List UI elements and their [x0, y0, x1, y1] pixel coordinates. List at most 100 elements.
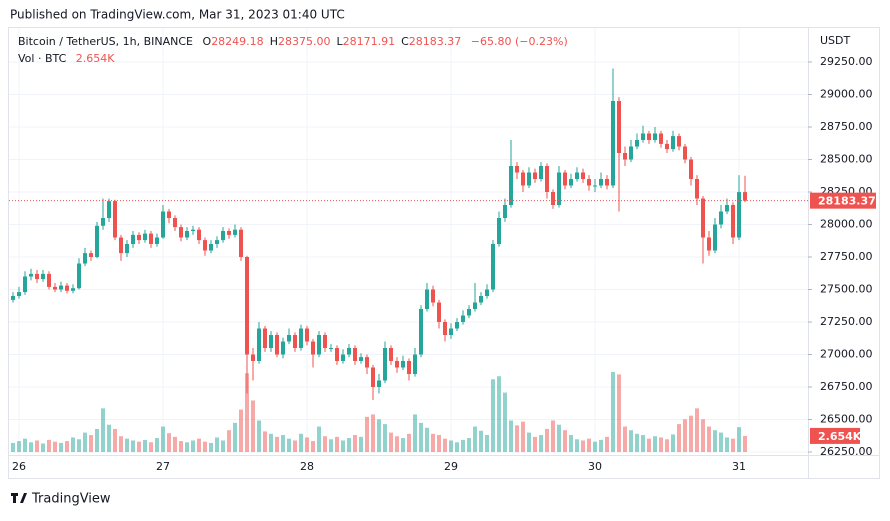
volume-bar	[695, 408, 699, 452]
volume-bar	[119, 436, 123, 452]
volume-bar	[143, 439, 147, 452]
candle-body	[533, 172, 537, 179]
volume-bar	[683, 419, 687, 452]
candle-body	[29, 273, 33, 277]
volume-bar	[323, 436, 327, 452]
volume-bar	[527, 432, 531, 452]
candle-body	[719, 211, 723, 225]
candle-body	[311, 341, 315, 355]
volume-bar	[731, 438, 735, 452]
volume-bar	[449, 440, 453, 452]
candle-body	[683, 146, 687, 160]
candle-body	[443, 322, 447, 335]
candle-body	[371, 367, 375, 387]
candle-body	[725, 205, 729, 212]
candle-body	[545, 166, 549, 192]
y-tick-label: 27500.00	[820, 283, 873, 296]
y-tick-label: 26500.00	[820, 413, 873, 426]
candle-body	[611, 101, 615, 186]
candle-body	[737, 192, 741, 238]
published-note: Published on TradingView.com, Mar 31, 20…	[10, 8, 345, 22]
candle-body	[329, 348, 333, 349]
candle-body	[401, 361, 405, 368]
volume-bar	[677, 424, 681, 452]
candle-body	[731, 205, 735, 238]
volume-bar	[335, 436, 339, 452]
candle-body	[269, 335, 273, 348]
candle-body	[473, 302, 477, 309]
last-price-label: 28183.37	[818, 195, 876, 208]
volume-bar	[407, 433, 411, 452]
volume-bar	[257, 420, 261, 452]
volume-bar	[689, 415, 693, 452]
axes: 26250.00 26500.00 26750.00 27000.00 27250.00…	[9, 55, 876, 473]
candle-body	[281, 341, 285, 355]
volume-bar	[419, 422, 423, 452]
candle-body	[317, 335, 321, 355]
candle-body	[293, 335, 297, 348]
volume-bar	[287, 438, 291, 452]
volume-bar	[401, 438, 405, 452]
y-tick-label: 26750.00	[820, 380, 873, 393]
candle-body	[449, 328, 453, 335]
volume-label: 2.654K	[818, 430, 862, 443]
volume-bar	[377, 419, 381, 452]
candle-body	[365, 357, 369, 368]
candle-body	[407, 361, 411, 374]
volume-bar	[125, 438, 129, 452]
candle-body	[95, 225, 99, 257]
volume-bar	[719, 432, 723, 452]
volume-bar	[425, 427, 429, 452]
candle-body	[569, 179, 573, 186]
candle-body	[239, 229, 243, 257]
y-tick-label: 27250.00	[820, 315, 873, 328]
volume-bar	[557, 424, 561, 452]
volume-bar	[245, 373, 249, 452]
y-tick-label: 29250.00	[820, 55, 873, 68]
branding: TradingView	[31, 492, 111, 507]
logo-mark	[11, 493, 27, 503]
volume-bar	[455, 442, 459, 452]
candle-body	[227, 231, 231, 235]
volume-bar	[437, 435, 441, 452]
volume-bar	[299, 433, 303, 452]
volume-bar	[221, 440, 225, 452]
volume-bar	[185, 442, 189, 452]
candle-body	[479, 296, 483, 303]
candle-body	[167, 211, 171, 218]
volume-bar	[515, 425, 519, 452]
volume-bar	[737, 427, 741, 452]
candle-body	[491, 244, 495, 290]
candle-body	[539, 166, 543, 179]
candle-body	[503, 205, 507, 218]
x-tick-label: 27	[156, 460, 170, 473]
candle-body	[389, 348, 393, 361]
volume-bar	[83, 432, 87, 452]
volume-bar	[467, 438, 471, 452]
volume-bar	[473, 426, 477, 452]
volume-bar	[167, 433, 171, 452]
candle-body	[125, 244, 129, 254]
volume-bar	[155, 438, 159, 452]
volume-bar	[575, 439, 579, 452]
candle-body	[323, 335, 327, 348]
candle-body	[11, 296, 15, 300]
volume-bar	[149, 442, 153, 452]
candle-body	[509, 166, 513, 205]
ohlc-label: H	[270, 35, 278, 48]
candle-body	[275, 335, 279, 355]
volume-bar	[353, 435, 357, 452]
volume-bar	[95, 428, 99, 452]
volume-bar	[11, 442, 15, 452]
candle-body	[689, 159, 693, 179]
volume-legend: Vol · BTC 2.654K	[18, 52, 115, 65]
candle-body	[83, 253, 87, 264]
candle-body	[551, 192, 555, 205]
last-price-box	[810, 192, 876, 209]
candle-body	[563, 172, 567, 186]
volume-bar	[71, 437, 75, 452]
candle-body	[455, 322, 459, 329]
candle-body	[53, 286, 57, 290]
